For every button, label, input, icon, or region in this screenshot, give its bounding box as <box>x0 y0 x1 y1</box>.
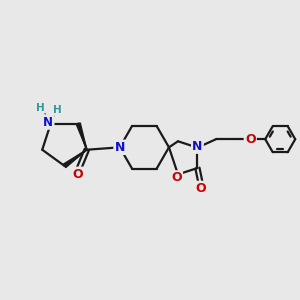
Polygon shape <box>76 123 87 150</box>
Text: N: N <box>115 141 125 154</box>
Text: O: O <box>196 182 206 195</box>
Text: O: O <box>171 172 182 184</box>
Text: O: O <box>245 133 256 146</box>
Polygon shape <box>63 150 87 168</box>
Text: H: H <box>53 105 62 115</box>
Text: N: N <box>192 140 203 153</box>
Text: H: H <box>36 103 45 113</box>
Text: N: N <box>43 116 53 129</box>
Text: O: O <box>72 168 83 181</box>
